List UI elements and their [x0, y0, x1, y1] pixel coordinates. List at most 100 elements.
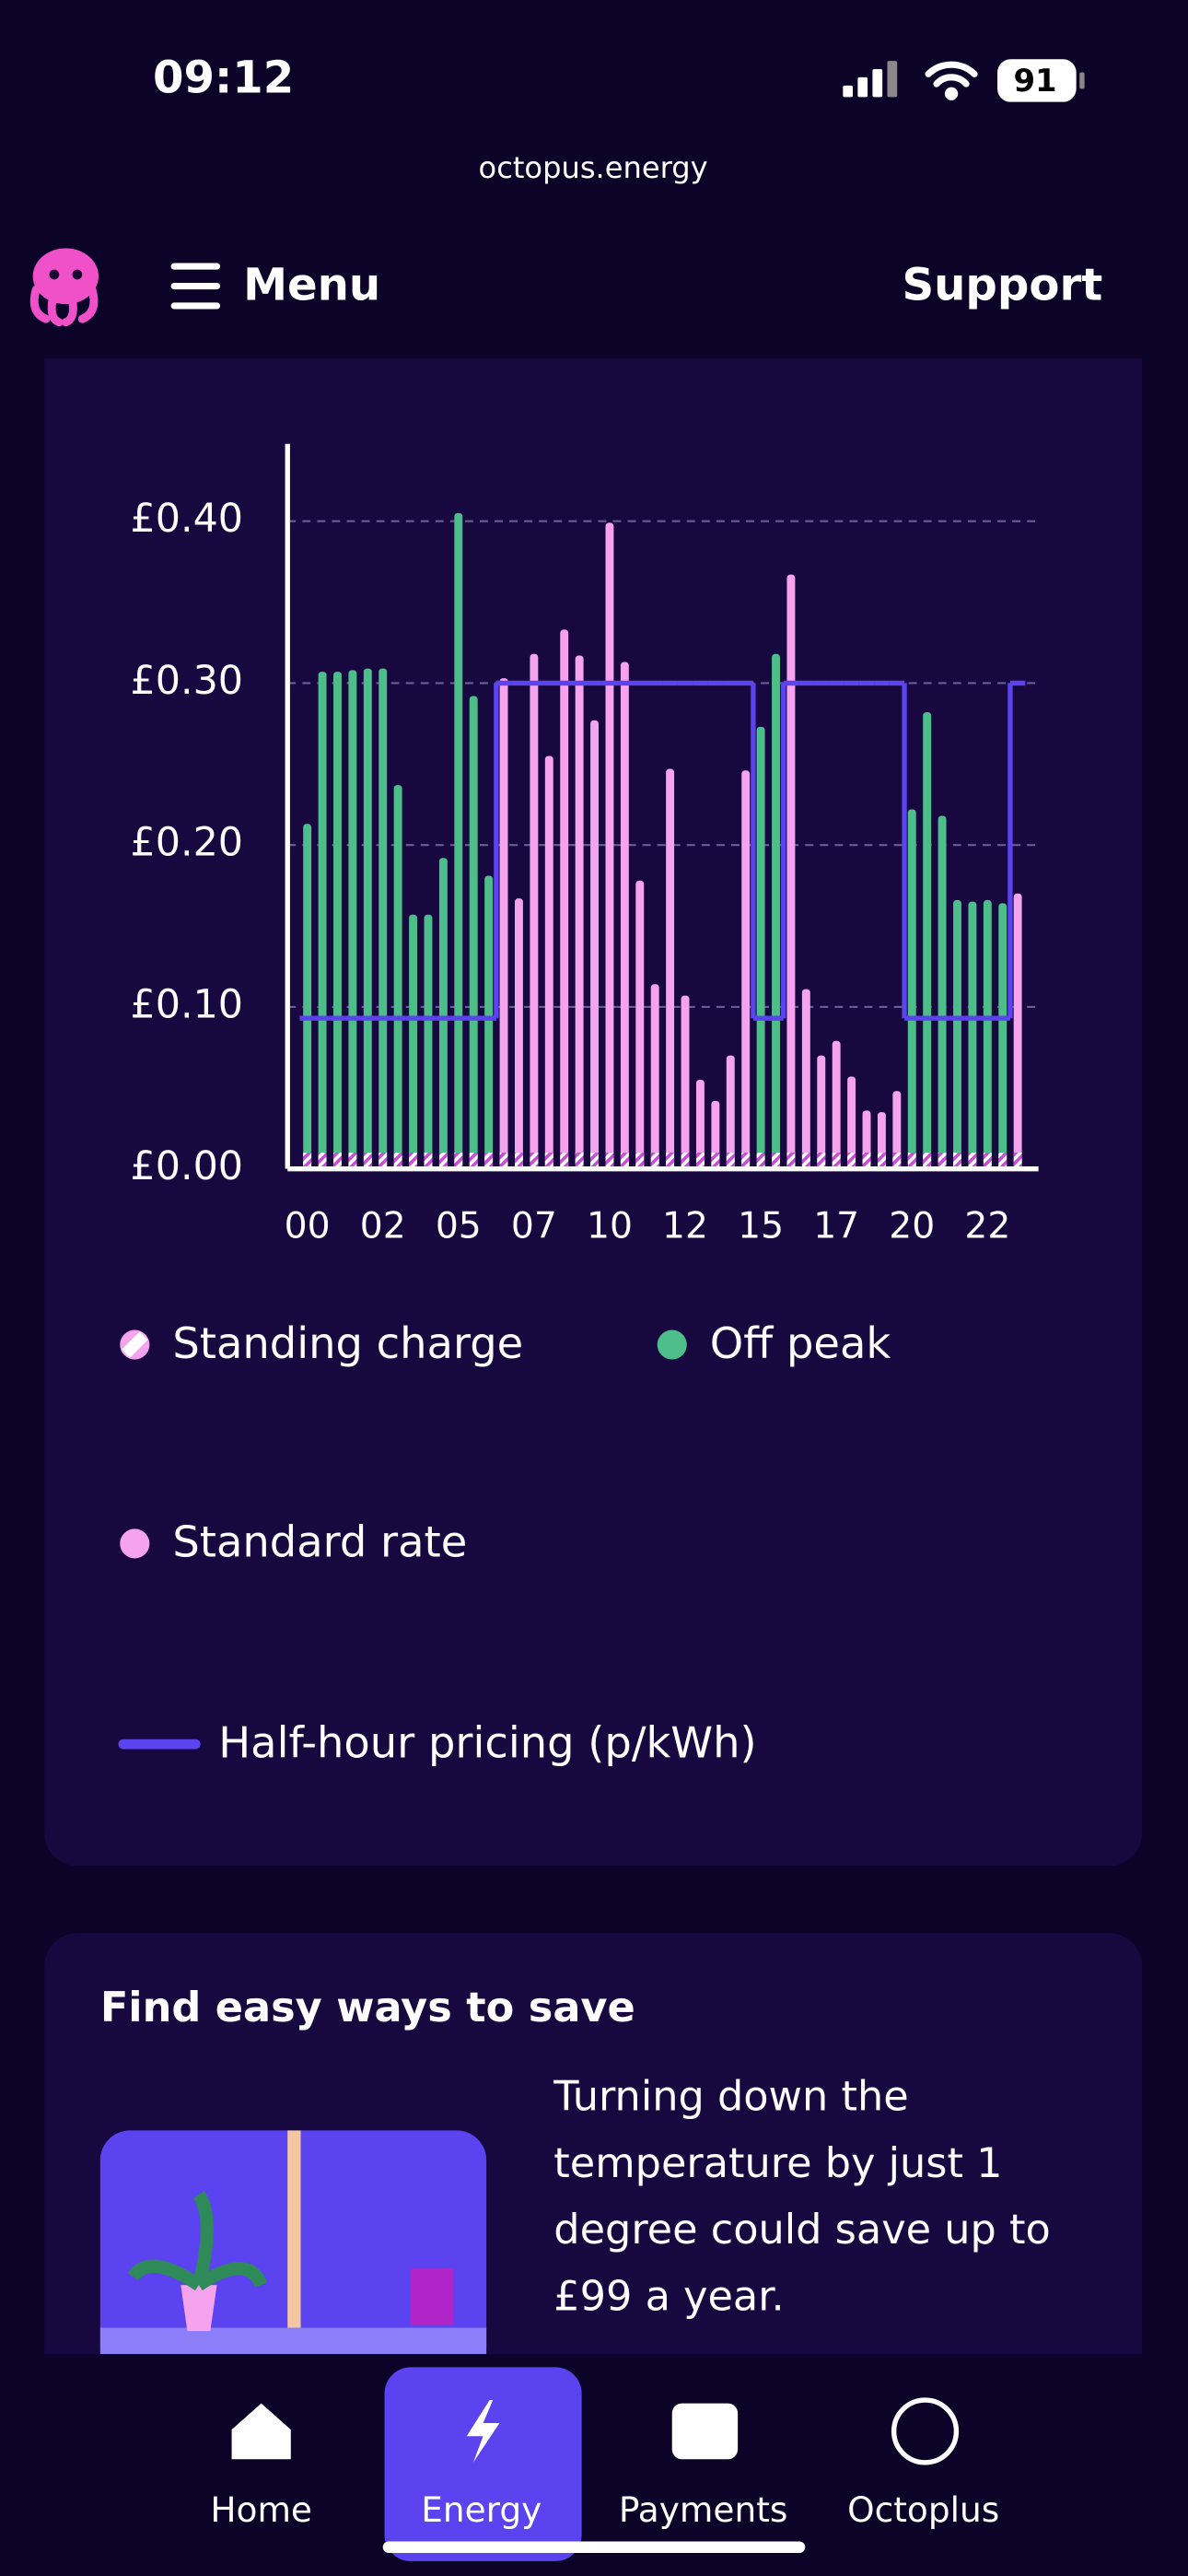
tips-text: Turning down the temperature by just 1 deg… [553, 2073, 1050, 2321]
x-tick-label: 20 [889, 1205, 935, 1247]
bar [998, 903, 1007, 1169]
bar [635, 880, 645, 1169]
bar [575, 655, 584, 1169]
standing-charge-bar [424, 1153, 433, 1169]
x-tick-label: 07 [511, 1205, 557, 1247]
energy-icon[interactable] [466, 2400, 500, 2463]
standing-charge-bar [695, 1153, 705, 1169]
tips-illustration [99, 2130, 487, 2378]
x-tick-label: 22 [964, 1205, 1010, 1247]
x-tick-label: 10 [587, 1205, 633, 1247]
y-tick-label: £0.40 [130, 496, 243, 542]
battery-icon [997, 59, 1077, 102]
tips-line: degree could save up to [553, 2206, 1050, 2254]
home-icon[interactable] [231, 2403, 291, 2460]
y-tick-label: £0.30 [130, 658, 243, 704]
octopus-logo[interactable] [29, 248, 99, 327]
support-link[interactable]: Support [902, 259, 1102, 310]
y-tick-label: £0.00 [130, 1143, 243, 1189]
payments-icon[interactable] [671, 2403, 739, 2460]
bar [953, 899, 961, 1169]
bar [666, 768, 675, 1169]
bar [605, 522, 614, 1169]
standing-charge-bar [817, 1153, 826, 1169]
standing-charge-bar [484, 1153, 494, 1169]
bar [650, 984, 659, 1169]
standing-charge-bar [998, 1153, 1007, 1169]
legend-swatch [657, 1329, 687, 1360]
battery-level: 91 [1013, 63, 1056, 99]
bar [590, 720, 599, 1169]
bar [726, 1055, 735, 1169]
bar [424, 914, 433, 1169]
bar [515, 898, 523, 1169]
standing-charge-bar [348, 1153, 357, 1169]
battery-tip [1079, 72, 1085, 89]
standing-charge-bar [877, 1153, 886, 1169]
bar [348, 670, 357, 1169]
standing-charge-bar [333, 1153, 342, 1169]
bar [847, 1076, 856, 1169]
standing-charge-bar [726, 1153, 735, 1169]
standing-charge-bar [363, 1153, 372, 1169]
url: octopus.energy [479, 150, 708, 185]
standing-charge-bar [923, 1153, 932, 1169]
legend-swatch [120, 1528, 150, 1559]
bar [772, 653, 780, 1169]
standing-charge-bar [681, 1153, 690, 1169]
standing-charge-bar [620, 1153, 629, 1169]
standing-charge-bar [318, 1153, 327, 1169]
standing-charge-bar [635, 1153, 645, 1169]
standing-charge-bar [741, 1153, 751, 1169]
bar [530, 653, 539, 1169]
bar [756, 726, 765, 1169]
standing-charge-bar [650, 1153, 659, 1169]
standing-charge-bar [786, 1153, 796, 1169]
standing-charge-bar [1013, 1153, 1022, 1169]
standing-charge-bar [575, 1153, 584, 1169]
standing-charge-bar [801, 1153, 810, 1169]
standing-charge-bar [907, 1153, 916, 1169]
bar [333, 672, 342, 1169]
y-tick-label: £0.10 [130, 981, 243, 1027]
bar [469, 696, 478, 1169]
x-tick-label: 17 [813, 1205, 859, 1247]
standing-charge-bar [454, 1153, 463, 1169]
nav-label[interactable]: Home [210, 2489, 312, 2530]
nav-label[interactable]: Octoplus [847, 2489, 999, 2530]
bar [681, 995, 690, 1169]
signal-icon [843, 61, 898, 98]
standing-charge-bar [393, 1153, 402, 1169]
standing-charge-bar [590, 1153, 599, 1169]
legend-label: Standard rate [172, 1517, 467, 1567]
chart: £0.00 £0.10 £0.20 £0.30 £0.40 00 02 05 07 10 12 15 1… [118, 443, 1039, 1767]
bar [892, 1091, 902, 1169]
nav-label[interactable]: Payments [619, 2489, 787, 2530]
legend-label: Half-hour pricing (p/kWh) [218, 1717, 756, 1767]
menu-button[interactable]: Menu [243, 259, 380, 310]
tips-line: Turning down the [553, 2073, 908, 2121]
standing-charge-bar [469, 1153, 478, 1169]
bar [907, 809, 916, 1169]
wifi-icon [925, 61, 978, 100]
bar [983, 899, 992, 1169]
x-tick-label: 02 [360, 1205, 406, 1247]
menu-icon[interactable] [170, 263, 221, 310]
nav-label[interactable]: Energy [421, 2489, 542, 2530]
octoplus-icon[interactable] [891, 2397, 960, 2465]
bar [1013, 893, 1022, 1169]
standing-charge-bar [666, 1153, 675, 1169]
bar [968, 901, 977, 1169]
standing-charge-bar [438, 1153, 448, 1169]
x-tick-label: 15 [738, 1205, 784, 1247]
bar [454, 512, 463, 1169]
bar [786, 574, 796, 1169]
standing-charge-bar [499, 1153, 508, 1169]
home-indicator [382, 2541, 806, 2553]
standing-charge-bar [983, 1153, 992, 1169]
standing-charge-bar [862, 1153, 871, 1169]
bar [620, 662, 629, 1169]
tips-title: Find easy ways to save [100, 1984, 635, 2032]
standing-charge-bar [938, 1153, 947, 1169]
legend-label: Off peak [710, 1318, 891, 1368]
